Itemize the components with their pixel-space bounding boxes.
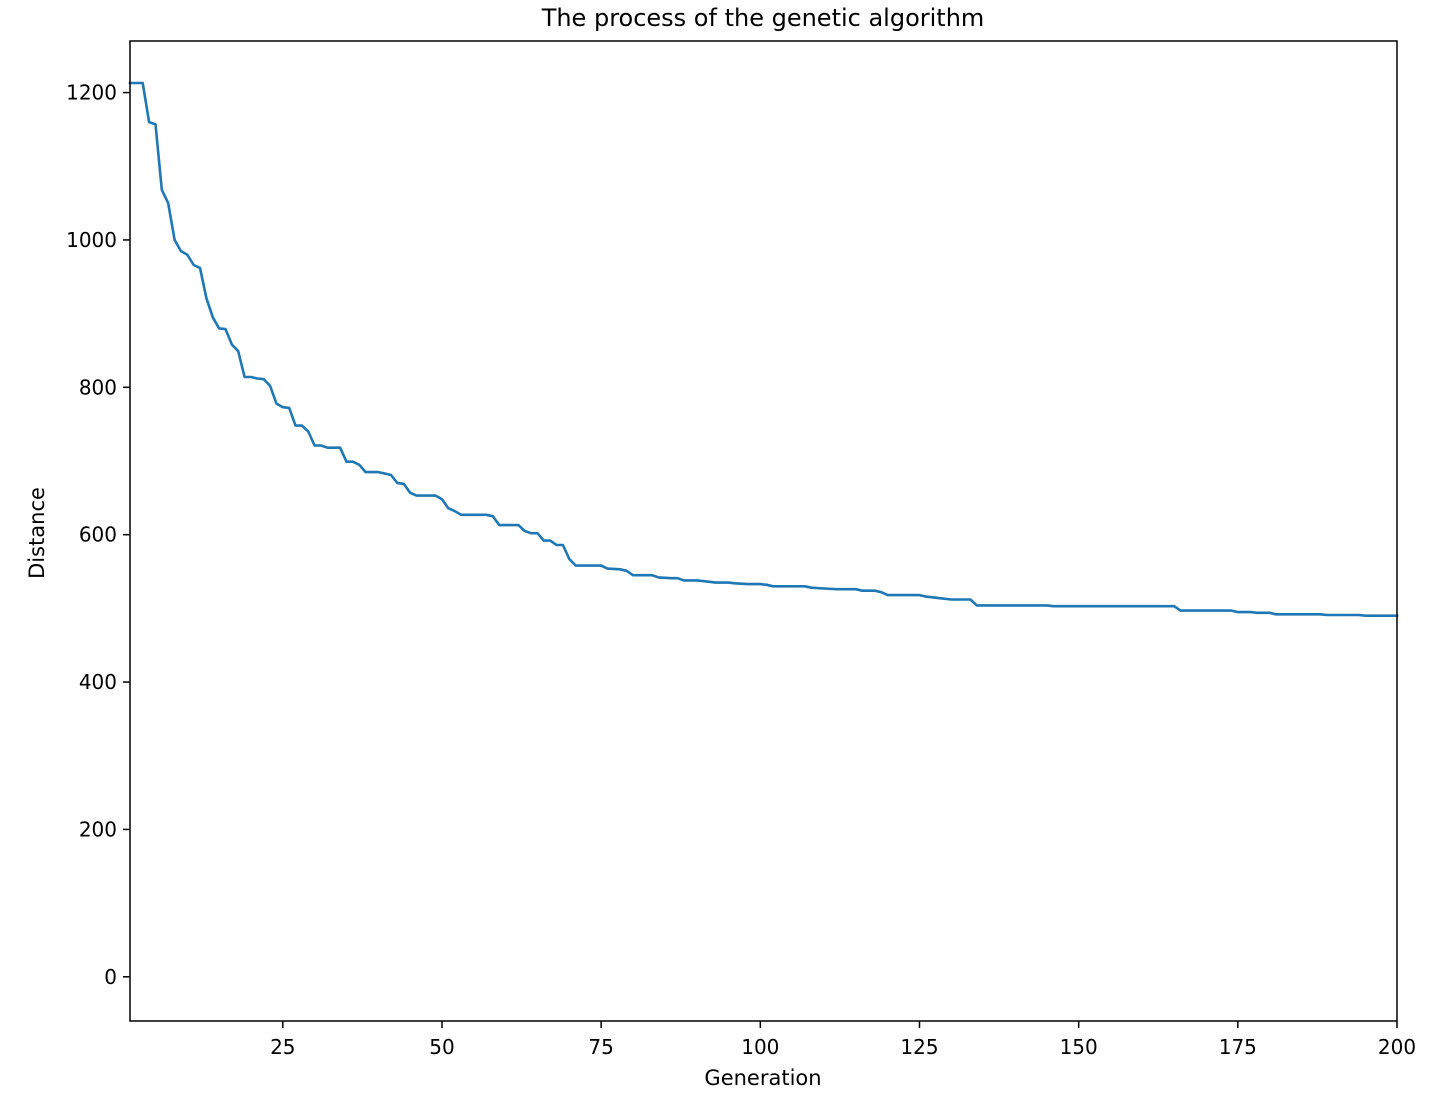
y-axis-ticks: 0 200 400 600 800 1000 1200 — [66, 81, 130, 989]
x-tick-label: 75 — [588, 1035, 613, 1059]
chart-title: The process of the genetic algorithm — [541, 4, 985, 32]
plot-frame — [129, 40, 1398, 1022]
x-tick-label: 125 — [900, 1035, 938, 1059]
series-line — [128, 81, 1399, 618]
y-tick-label: 600 — [79, 523, 117, 547]
x-tick-label: 175 — [1219, 1035, 1257, 1059]
y-tick-label: 0 — [104, 965, 117, 989]
y-axis-label: Distance — [25, 487, 49, 579]
x-tick-label: 200 — [1378, 1035, 1416, 1059]
y-tick-label: 1200 — [66, 81, 117, 105]
x-tick-label: 100 — [741, 1035, 779, 1059]
x-tick-label: 25 — [270, 1035, 295, 1059]
x-axis-ticks: 25 50 75 100 125 150 175 200 — [270, 1021, 1416, 1059]
x-tick-label: 150 — [1060, 1035, 1098, 1059]
y-tick-label: 400 — [79, 670, 117, 694]
series-layer — [128, 81, 1399, 618]
y-tick-label: 200 — [79, 817, 117, 841]
x-tick-label: 50 — [429, 1035, 454, 1059]
y-tick-label: 800 — [79, 375, 117, 399]
x-axis-label: Generation — [704, 1066, 821, 1090]
y-tick-label: 1000 — [66, 228, 117, 252]
